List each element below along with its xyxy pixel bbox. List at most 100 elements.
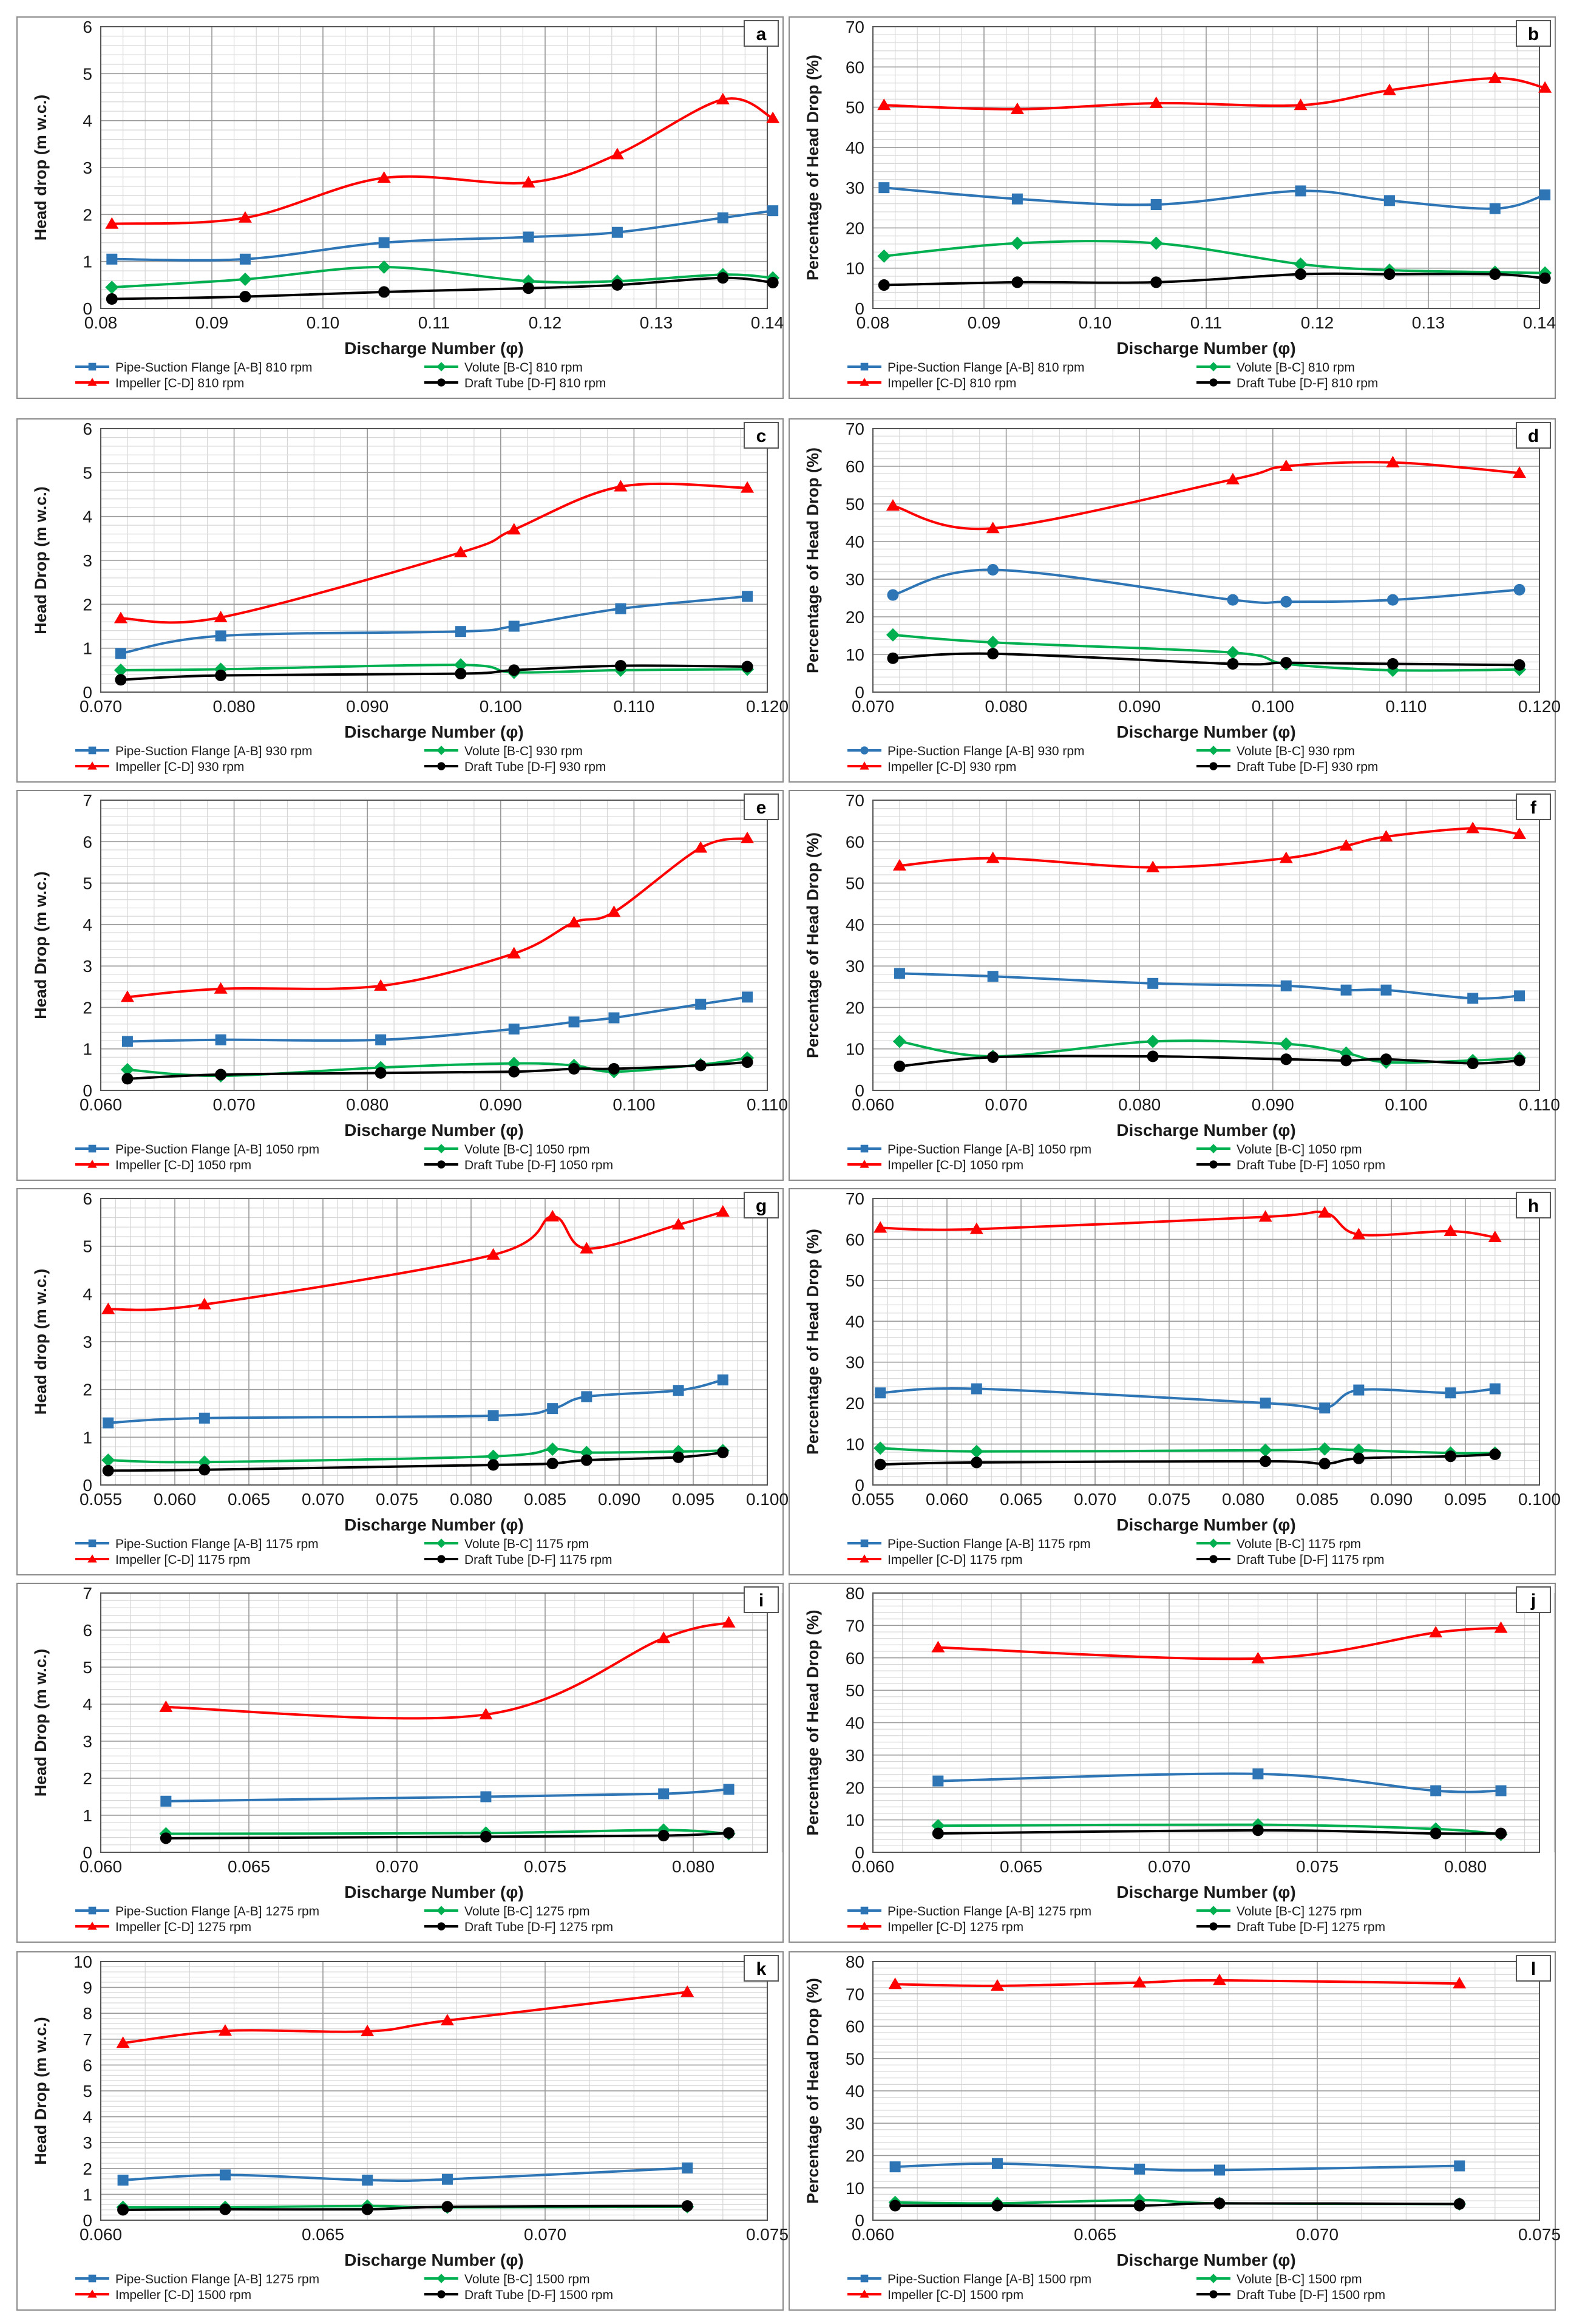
y-tick-label: 4 [83,112,92,131]
data-point-impeller [607,905,621,917]
plot-border [872,428,1540,693]
data-point-draft [375,1067,387,1079]
data-point-pipe [1319,1402,1331,1414]
tick-labels: 0.070 0.080 0.090 0.100 0.110 0.120 0 10 20 30 40 5… [846,420,1561,716]
legend-label: Volute [B-C] 1500 rpm [464,2272,590,2286]
y-tick-label: 40 [846,1312,864,1331]
x-tick-label: 0.075 [1148,1490,1190,1509]
data-point-pipe [508,620,520,632]
data-point-pipe [378,237,390,248]
y-axis-title: Head Drop (m w.c.) [32,486,50,634]
series-volute [101,1442,730,1469]
y-tick-label: 8 [83,2004,92,2023]
chart-panel-j: 0.0600.0650.0700.0750.0800.0850102030405… [789,1583,1556,1943]
series-impeller [120,831,755,1002]
chart-panel-h: 0.055 0.060 0.065 0.070 0.075 0.080 0.085 0.090… [789,1188,1561,1575]
data-point-impeller [1429,1626,1443,1638]
x-tick-label: 0.075 [1296,1857,1339,1876]
x-tick-label: 0.070 [524,2225,566,2244]
data-point-draft [874,1458,886,1470]
data-point-impeller [1444,1224,1457,1236]
panel-letter-box [744,1955,779,1982]
data-point-impeller [766,111,780,123]
legend-item-pipe: Pipe-Suction Flange [A-B] 810 rpm [847,361,1085,375]
data-point-pipe [875,1387,886,1399]
panel-letter: d [1528,426,1539,446]
series-line-impeller [119,482,749,624]
y-tick-label: 6 [83,1189,92,1208]
data-point-draft [991,2200,1003,2212]
y-tick-label: 6 [83,18,92,36]
legend: Pipe-Suction Flange [A-B] 1275 rpm Volute… [75,1904,613,1934]
series-impeller [888,1973,1467,1991]
tick-labels: 0.060 0.070 0.080 0.090 0.100 0.110 0 10 20 30 40 5… [846,791,1560,1114]
series-line-impeller [165,1621,730,1720]
data-point-impeller [214,982,228,994]
y-tick-label: 60 [846,1649,864,1668]
data-point-impeller [1488,1231,1502,1243]
chart-panel-b: 0.08 0.09 0.10 0.11 0.12 0.13 0.14 0 10 20 30 40 50 6… [789,16,1556,399]
chart-panel-c: 0.070 0.080 0.090 0.100 0.110 0.120 0 1 2 3 4 5 6 Dis… [16,418,789,783]
data-point-impeller [1212,1973,1226,1985]
data-point-impeller [116,2036,130,2048]
legend-marker-draft [1209,1555,1218,1563]
y-tick-label: 4 [83,508,92,526]
x-tick-label: 0.060 [852,1095,894,1114]
data-point-draft [508,1065,520,1078]
series-line-volute [165,1829,730,1835]
data-point-draft [480,1830,492,1843]
data-point-draft [1340,1055,1352,1067]
x-tick-label: 0.070 [80,697,122,716]
data-point-impeller [614,480,628,492]
x-axis-title: Discharge Number (φ) [344,1121,523,1140]
y-tick-label: 0 [855,683,864,702]
legend-marker-draft [1209,1160,1218,1169]
chart-panel-f: 0.060 0.070 0.080 0.090 0.100 0.110 0 10 20 30 40 5… [789,790,1560,1181]
legend-marker-draft [437,378,446,387]
data-point-impeller [888,1977,902,1989]
data-point-pipe [1386,594,1399,606]
data-point-draft [1445,1450,1457,1463]
legend-item-pipe: Pipe-Suction Flange [A-B] 1050 rpm [847,1143,1091,1157]
data-point-pipe [115,648,126,659]
data-point-impeller [886,499,900,511]
series-group [886,455,1527,678]
legend: Pipe-Suction Flange [A-B] 930 rpm Volute … [847,744,1378,774]
data-point-pipe [103,1417,114,1429]
y-tick-label: 30 [846,178,864,197]
data-point-volute [892,1035,906,1048]
data-point-draft [1489,1448,1501,1460]
y-tick-label: 60 [846,457,864,476]
legend-label: Draft Tube [D-F] 930 rpm [1237,760,1378,774]
data-point-volute [874,1441,887,1455]
data-point-pipe [117,2174,129,2186]
data-point-pipe [742,991,753,1003]
data-point-draft [1513,1055,1525,1067]
series-impeller [931,1621,1508,1663]
y-tick-label: 30 [846,1746,864,1765]
data-point-draft [1489,268,1501,280]
data-point-impeller [931,1640,945,1653]
data-point-impeller [1488,71,1502,83]
legend-label: Pipe-Suction Flange [A-B] 1050 rpm [115,1143,319,1157]
y-tick-label: 5 [83,1658,92,1677]
data-point-draft [508,664,520,676]
data-point-volute [486,1449,500,1463]
x-tick-label: 0.110 [747,1095,788,1114]
data-point-impeller [238,211,252,223]
data-point-volute [886,628,900,642]
data-point-pipe [1380,984,1392,996]
data-point-pipe [1213,2164,1225,2176]
y-tick-label: 20 [846,219,864,237]
legend-marker-volute [436,362,446,372]
series-draft [121,1056,753,1085]
x-tick-label: 0.090 [598,1490,640,1509]
x-axis-title: Discharge Number (φ) [1116,1883,1295,1901]
series-impeller [892,821,1527,872]
data-point-impeller [1258,1210,1272,1222]
chart-panel-g: 0.055 0.060 0.065 0.070 0.075 0.080 0.085 0.090… [16,1188,789,1575]
y-tick-label: 4 [83,1285,92,1303]
data-point-impeller [507,946,521,959]
legend-label: Impeller [C-D] 1175 rpm [887,1553,1023,1567]
